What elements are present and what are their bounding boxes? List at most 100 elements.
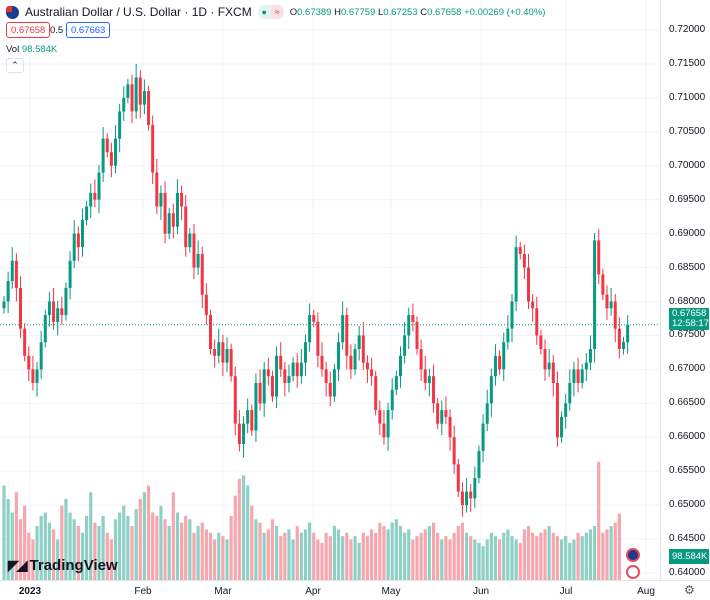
candle-body <box>316 321 320 356</box>
volume-bar <box>444 536 448 580</box>
candle-body <box>555 382 559 438</box>
buy-button[interactable]: 0.67663 <box>66 22 111 38</box>
candle-body <box>213 349 217 356</box>
volume-bar <box>134 509 138 580</box>
volume-bar <box>386 529 390 580</box>
volume-bar <box>324 532 328 580</box>
time-tick: Jun <box>472 586 490 597</box>
candle-body <box>452 437 456 465</box>
time-tick: May <box>381 586 401 597</box>
candle-body <box>47 301 51 316</box>
candle-body <box>266 369 270 377</box>
usd-event-icon[interactable] <box>626 565 640 579</box>
price-tick: 0.68500 <box>669 261 706 273</box>
candle-body <box>580 369 584 383</box>
volume-bar <box>68 512 72 580</box>
candle-body <box>10 260 14 282</box>
candle-body <box>126 84 130 98</box>
volume-bar <box>39 515 43 580</box>
volume-bar <box>179 522 184 580</box>
volume-bar <box>56 539 60 580</box>
candle-body <box>68 260 72 288</box>
price-tick: 0.65000 <box>669 499 706 511</box>
market-status-pill[interactable]: ● ≈ <box>257 5 284 19</box>
symbol-header: Australian Dollar / U.S. Dollar · 1D · F… <box>6 5 545 19</box>
candle-body <box>262 369 266 404</box>
settings-gear-icon[interactable]: ⚙ <box>684 583 695 597</box>
price-tick: 0.69000 <box>669 227 706 239</box>
volume-bar <box>419 532 423 580</box>
candle-body <box>535 308 539 336</box>
volume-legend: Vol 98.584K <box>6 44 57 55</box>
open-value: 0.67389 <box>297 6 332 18</box>
candle-body <box>403 335 407 356</box>
volume-bar <box>609 526 613 580</box>
price-tick: 0.64000 <box>669 567 706 578</box>
volume-bar <box>312 532 316 580</box>
candle-body <box>80 220 84 248</box>
volume-bar <box>477 542 481 580</box>
candle-body <box>572 369 576 383</box>
candle-body <box>419 349 423 370</box>
candle-body <box>605 294 609 309</box>
candle-body <box>601 274 605 295</box>
candle-body <box>609 301 613 309</box>
volume-bar <box>295 526 299 580</box>
candle-body <box>440 410 444 424</box>
volume-bar <box>394 519 398 580</box>
candle-body <box>209 315 212 350</box>
candle-body <box>361 335 365 363</box>
sell-button[interactable]: 0.67658 <box>6 22 51 38</box>
open-label: O <box>289 6 298 18</box>
volume-bar <box>159 505 163 580</box>
volume-bar <box>345 532 349 580</box>
volume-bar <box>237 478 242 580</box>
candle-body <box>518 247 522 254</box>
candle-body <box>398 355 402 377</box>
volume-bar <box>64 499 68 580</box>
spread-value: 0.5 <box>50 24 64 36</box>
volume-bar <box>254 519 258 580</box>
volume-bar <box>584 532 588 580</box>
candle-body <box>415 321 419 350</box>
volume-bar <box>225 539 229 580</box>
price-chart[interactable] <box>0 0 660 580</box>
candle-body <box>72 233 76 261</box>
candle-body <box>485 403 489 424</box>
candle-body <box>465 491 469 506</box>
volume-bar <box>460 522 465 580</box>
collapse-legend-button[interactable]: ⌃ <box>6 58 24 73</box>
current-price: 0.67658 <box>672 308 707 319</box>
volume-bar <box>580 536 584 580</box>
volume-bar <box>291 539 295 580</box>
volume-bar <box>109 539 113 580</box>
low-value: 0.67253 <box>383 6 418 18</box>
candle-body <box>175 192 179 227</box>
volume-bar <box>390 522 394 580</box>
volume-bar <box>518 542 522 580</box>
candle-body <box>576 369 580 383</box>
tradingview-logo[interactable]: ◤◢ TradingView <box>8 557 118 574</box>
volume-bar <box>113 519 118 580</box>
time-tick: Aug <box>637 586 655 597</box>
volume-bar <box>126 515 130 580</box>
price-axis[interactable]: 0.72000 0.71500 0.71000 0.70500 0.70000 0.695… <box>660 0 710 580</box>
candle-body <box>394 376 398 390</box>
price-tick: 0.69500 <box>669 193 706 205</box>
volume-bar <box>122 505 126 580</box>
volume-bar <box>572 539 576 580</box>
volume-bar <box>192 532 196 580</box>
candle-body <box>217 342 221 356</box>
volume-bar <box>138 499 142 580</box>
volume-bar <box>213 539 217 580</box>
time-axis[interactable]: 2023 Feb Mar Apr May Jun Jul Aug <box>0 580 710 600</box>
volume-bar <box>605 529 609 580</box>
volume-bar <box>262 532 266 580</box>
volume-bar <box>167 526 171 580</box>
candles <box>2 63 630 517</box>
high-value: 0.67759 <box>340 6 376 18</box>
aud-event-icon[interactable] <box>626 548 640 562</box>
volume-bar <box>328 536 332 580</box>
symbol-title[interactable]: Australian Dollar / U.S. Dollar · 1D · F… <box>25 5 252 19</box>
candle-body <box>93 192 97 200</box>
